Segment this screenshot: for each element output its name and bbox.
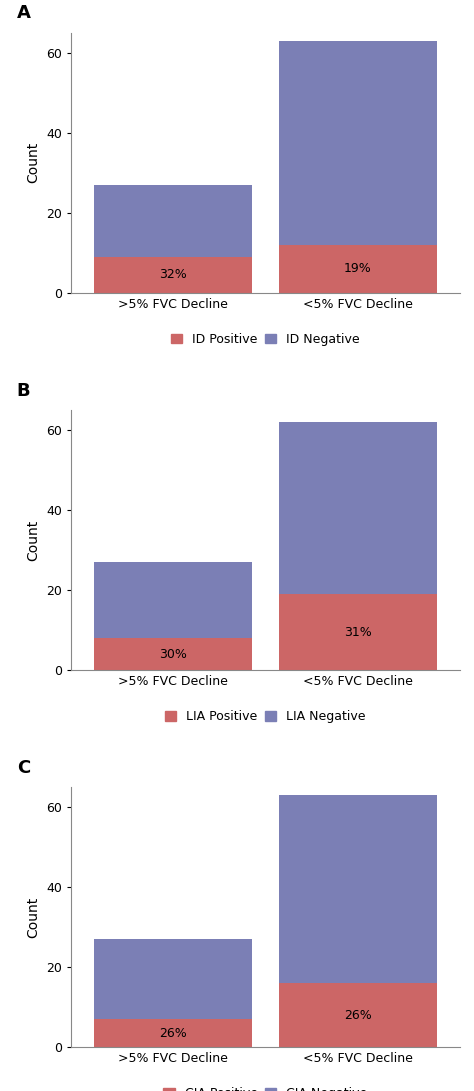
- Text: A: A: [17, 4, 30, 22]
- Text: C: C: [17, 759, 30, 777]
- Y-axis label: Count: Count: [27, 519, 41, 561]
- Bar: [279, 983, 437, 1047]
- Y-axis label: Count: Count: [27, 142, 41, 183]
- Bar: [279, 595, 437, 670]
- Bar: [279, 422, 437, 595]
- Legend: CIA Positive, CIA Negative: CIA Positive, CIA Negative: [164, 1088, 367, 1091]
- Text: B: B: [17, 382, 30, 399]
- Text: 26%: 26%: [159, 1027, 187, 1040]
- Bar: [94, 562, 252, 638]
- Legend: ID Positive, ID Negative: ID Positive, ID Negative: [171, 333, 360, 346]
- Bar: [279, 795, 437, 983]
- Legend: LIA Positive, LIA Negative: LIA Positive, LIA Negative: [165, 710, 366, 723]
- Bar: [94, 256, 252, 292]
- Text: 32%: 32%: [159, 268, 187, 281]
- Bar: [94, 184, 252, 256]
- Bar: [94, 939, 252, 1019]
- Text: 26%: 26%: [344, 1009, 372, 1022]
- Bar: [279, 40, 437, 244]
- Text: 31%: 31%: [344, 625, 372, 638]
- Y-axis label: Count: Count: [27, 897, 41, 938]
- Text: 30%: 30%: [159, 648, 187, 661]
- Bar: [94, 1019, 252, 1047]
- Text: 19%: 19%: [344, 262, 372, 275]
- Bar: [279, 244, 437, 292]
- Bar: [94, 638, 252, 670]
